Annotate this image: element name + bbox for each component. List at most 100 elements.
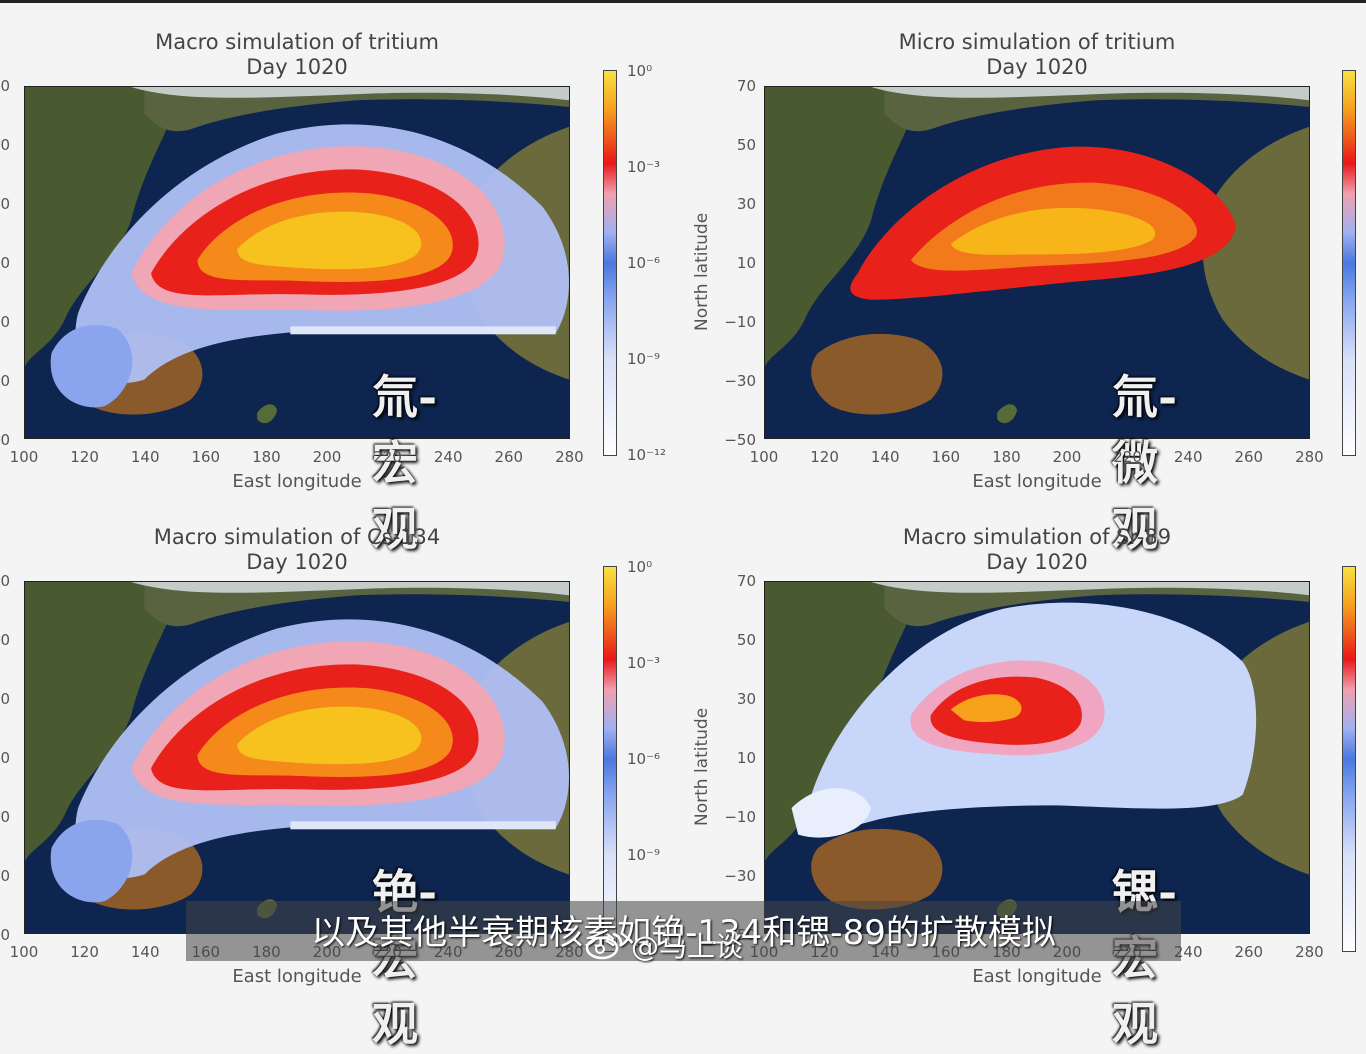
x-tick-label: 200 — [312, 448, 342, 466]
y-tick-label: 0 — [0, 372, 10, 390]
y-tick-label: 0 — [0, 431, 10, 449]
top-border — [0, 0, 1366, 3]
y-tick-label: 0 — [0, 690, 10, 708]
colorbar-tick-label: 10⁻¹² — [627, 446, 667, 464]
y-tick-label: 50 — [736, 136, 756, 154]
x-tick-label: 160 — [931, 448, 961, 466]
y-tick-label: −30 — [724, 372, 756, 390]
x-tick-label: 260 — [1234, 943, 1264, 961]
y-tick-label: 10 — [736, 254, 756, 272]
x-tick-label: 120 — [810, 448, 839, 466]
panel-title-line: Macro simulation of Sr-89 — [902, 525, 1172, 549]
panel-day: Day 1020 — [246, 550, 348, 574]
ocean-basemap — [765, 87, 1309, 438]
y-tick-label: 10 — [736, 749, 756, 767]
y-axis-label: North latitude — [692, 707, 712, 826]
y-tick-label: 0 — [0, 195, 10, 213]
x-tick-label: 260 — [494, 448, 524, 466]
x-tick-label: 280 — [1295, 943, 1324, 961]
x-tick-label: 280 — [555, 448, 584, 466]
x-tick-label: 140 — [870, 448, 900, 466]
x-tick-label: 200 — [1052, 448, 1082, 466]
x-tick-label: 280 — [1295, 448, 1324, 466]
y-tick-label: 30 — [736, 195, 756, 213]
colorbar-tick-label: 10⁻⁹ — [627, 846, 661, 864]
panel-title-line: Micro simulation of tritium — [898, 30, 1176, 54]
colorbar — [603, 566, 617, 952]
x-tick-label: 100 — [749, 448, 779, 466]
colorbar-tick-label: 10⁰ — [627, 62, 653, 80]
y-tick-label: 0 — [0, 77, 10, 95]
panel-day: Day 1020 — [986, 55, 1088, 79]
y-tick-label: 0 — [0, 749, 10, 767]
ocean-basemap — [765, 582, 1309, 933]
panel-title: Macro simulation of Cs-134 Day 1020 — [24, 525, 570, 575]
subtitle-background — [186, 901, 1181, 961]
panel-day: Day 1020 — [986, 550, 1088, 574]
y-tick-label: −30 — [724, 867, 756, 885]
ocean-basemap — [25, 87, 569, 438]
colorbar-tick-label: 10⁻³ — [627, 158, 661, 176]
y-tick-label: 0 — [0, 808, 10, 826]
y-tick-label: 0 — [0, 313, 10, 331]
watermark: @马上谈 — [585, 925, 743, 965]
x-tick-label: 160 — [191, 448, 221, 466]
x-tick-label: 100 — [9, 448, 39, 466]
y-tick-label: −10 — [724, 313, 756, 331]
watermark-text: @马上谈 — [631, 930, 744, 963]
x-tick-label: 140 — [130, 943, 160, 961]
map-frame — [764, 86, 1310, 439]
x-tick-label: 100 — [9, 943, 39, 961]
colorbar-tick-label: 10⁻⁶ — [627, 750, 661, 768]
x-tick-label: 180 — [992, 448, 1021, 466]
y-tick-label: 0 — [0, 926, 10, 944]
y-tick-label: 50 — [736, 631, 756, 649]
y-tick-label: 70 — [736, 572, 756, 590]
x-tick-label: 260 — [1234, 448, 1264, 466]
y-axis-label: North latitude — [692, 212, 712, 331]
map-frame — [24, 86, 570, 439]
x-tick-label: 120 — [70, 943, 99, 961]
colorbar — [603, 70, 617, 456]
panel-title: Macro simulation of Sr-89 Day 1020 — [764, 525, 1310, 575]
y-tick-label: −10 — [724, 808, 756, 826]
y-tick-label: 70 — [736, 77, 756, 95]
y-tick-label: 30 — [736, 690, 756, 708]
colorbar-tick-label: 10⁻³ — [627, 654, 661, 672]
y-tick-label: 0 — [0, 254, 10, 272]
x-axis-label: East longitude — [232, 471, 362, 492]
video-subtitle: 以及其他半衰期核素如铯-134和锶-89的扩散模拟 — [311, 913, 1056, 953]
x-tick-label: 140 — [130, 448, 160, 466]
y-tick-label: −50 — [724, 431, 756, 449]
x-tick-label: 180 — [252, 448, 281, 466]
colorbar — [1342, 70, 1356, 456]
x-axis-label: East longitude — [972, 471, 1102, 492]
panel-title-line: Macro simulation of tritium — [155, 30, 439, 54]
x-tick-label: 240 — [1173, 943, 1203, 961]
panel-title: Micro simulation of tritium Day 1020 — [764, 30, 1310, 80]
panel-title-line: Macro simulation of Cs-134 — [153, 525, 441, 549]
colorbar-tick-label: 10⁻⁹ — [627, 350, 661, 368]
panel-day: Day 1020 — [246, 55, 348, 79]
y-tick-label: 0 — [0, 631, 10, 649]
y-tick-label: 0 — [0, 136, 10, 154]
x-axis-label: East longitude — [232, 966, 362, 987]
panel-title: Macro simulation of tritium Day 1020 — [24, 30, 570, 80]
colorbar-tick-label: 10⁻⁶ — [627, 254, 661, 272]
x-tick-label: 220 — [1113, 448, 1142, 466]
map-frame — [764, 581, 1310, 934]
x-tick-label: 220 — [373, 448, 402, 466]
x-axis-label: East longitude — [972, 966, 1102, 987]
overlay-caption: 氚-宏观 — [372, 370, 438, 556]
weibo-icon — [585, 932, 623, 960]
overlay-caption: 氚-微观 — [1112, 370, 1178, 556]
colorbar — [1342, 566, 1356, 952]
y-tick-label: 0 — [0, 572, 10, 590]
x-tick-label: 120 — [70, 448, 99, 466]
y-tick-label: 0 — [0, 867, 10, 885]
ocean-basemap — [25, 582, 569, 933]
map-frame — [24, 581, 570, 934]
x-tick-label: 240 — [1173, 448, 1203, 466]
x-tick-label: 240 — [433, 448, 463, 466]
colorbar-tick-label: 10⁰ — [627, 558, 653, 576]
